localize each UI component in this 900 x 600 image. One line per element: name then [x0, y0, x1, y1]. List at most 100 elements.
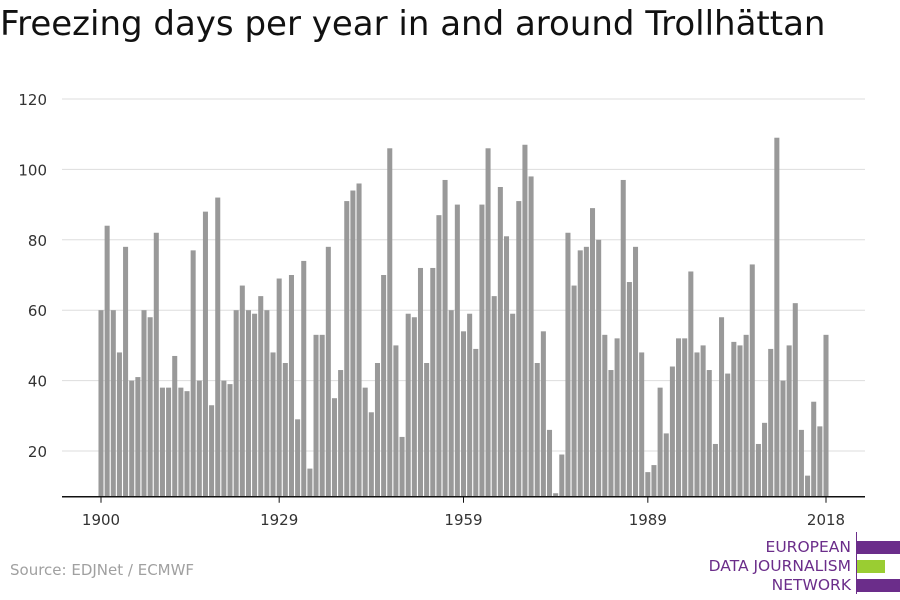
bar-1989: [645, 472, 651, 497]
y-tick-label: 120: [18, 91, 47, 109]
bar-1987: [633, 246, 639, 497]
bar-1990: [651, 465, 657, 497]
bar-1904: [123, 246, 129, 497]
bar-2016: [811, 401, 817, 497]
logo-bar-middle: [857, 560, 885, 573]
bar-1910: [159, 387, 165, 497]
bar-1929: [276, 278, 282, 497]
bar-1959: [460, 331, 467, 497]
bar-1967: [510, 313, 516, 497]
bar-1931: [288, 275, 294, 497]
bar-1978: [577, 250, 583, 497]
bar-2018: [823, 334, 829, 497]
bar-1985: [620, 179, 626, 497]
bar-1983: [608, 370, 614, 497]
bar-1971: [534, 363, 540, 497]
bar-1964: [491, 296, 497, 497]
bar-2011: [780, 380, 786, 497]
bar-1972: [540, 331, 546, 497]
bar-1982: [602, 334, 608, 497]
y-tick-label: 20: [28, 443, 47, 461]
bar-1921: [227, 384, 233, 497]
bar-1942: [356, 183, 362, 497]
bar-1995: [682, 338, 688, 497]
bar-1976: [565, 232, 571, 497]
bar-2006: [749, 264, 755, 497]
bar-1951: [411, 317, 417, 497]
bar-1922: [233, 310, 239, 497]
bar-1960: [467, 313, 473, 497]
bar-1913: [178, 387, 184, 497]
bar-1903: [116, 352, 122, 497]
bar-1949: [399, 436, 405, 497]
bar-1994: [676, 338, 682, 497]
bar-1907: [141, 310, 147, 497]
bar-1926: [258, 296, 264, 497]
bar-1943: [362, 387, 368, 497]
bar-1939: [338, 370, 344, 497]
bar-2009: [768, 348, 774, 497]
x-tick-label: 1900: [82, 511, 120, 529]
logo-divider: [856, 532, 857, 594]
bar-1947: [387, 148, 393, 497]
bar-1962: [479, 204, 485, 497]
bar-1954: [430, 267, 436, 497]
bar-1944: [368, 412, 374, 497]
bar-1900: [98, 310, 104, 497]
bar-2001: [719, 317, 725, 497]
bar-1956: [442, 179, 448, 497]
bar-2013: [792, 303, 798, 497]
bar-1937: [325, 246, 331, 497]
bar-1970: [528, 176, 534, 497]
bar-1955: [436, 215, 442, 497]
logo-bar-bottom: [857, 579, 900, 592]
bar-1945: [374, 363, 380, 497]
bar-1932: [295, 419, 301, 497]
bar-2007: [755, 443, 761, 497]
bar-1992: [663, 433, 669, 497]
bar-1974: [553, 493, 559, 497]
x-tick-label: 1929: [260, 511, 298, 529]
bar-1919: [215, 197, 221, 497]
bar-1986: [626, 282, 632, 497]
bar-1934: [307, 468, 313, 497]
bar-1973: [546, 429, 553, 497]
bar-1958: [454, 204, 460, 497]
bar-1948: [393, 345, 399, 497]
bar-2012: [786, 345, 792, 497]
bar-1915: [190, 250, 196, 497]
bar-2002: [725, 373, 731, 497]
bar-1924: [245, 310, 251, 497]
bar-1916: [196, 380, 202, 497]
bar-1902: [110, 310, 116, 497]
bar-1981: [596, 239, 602, 497]
bar-1938: [331, 398, 337, 497]
bar-1991: [657, 387, 663, 497]
y-tick-label: 80: [28, 232, 47, 250]
x-tick-label: 1959: [444, 511, 482, 529]
bar-1997: [694, 352, 700, 497]
logo-line-3: NETWORK: [771, 576, 851, 594]
chart-title: Freezing days per year in and around Tro…: [0, 4, 826, 44]
logo-bar-top: [857, 541, 900, 554]
bar-1909: [153, 232, 159, 497]
bar-1917: [202, 211, 208, 497]
bar-1906: [135, 377, 141, 497]
logo-text: EUROPEAN DATA JOURNALISM NETWORK: [709, 538, 851, 595]
bar-1999: [706, 370, 712, 497]
bar-1950: [405, 313, 411, 497]
edjnet-logo: EUROPEAN DATA JOURNALISM NETWORK: [700, 532, 900, 595]
x-tick-label: 1989: [629, 511, 667, 529]
bar-2010: [774, 137, 780, 497]
bar-1975: [559, 454, 565, 497]
bar-2003: [731, 341, 737, 497]
logo-line-2: DATA JOURNALISM: [708, 557, 851, 575]
source-note: Source: EDJNet / ECMWF: [10, 561, 195, 579]
bar-1966: [503, 236, 510, 497]
bar-1996: [688, 271, 694, 497]
bar-1925: [252, 313, 258, 497]
bar-1965: [497, 187, 503, 497]
bar-2005: [743, 334, 749, 497]
bar-1969: [522, 144, 528, 497]
logo-line-1: EUROPEAN: [765, 538, 851, 556]
